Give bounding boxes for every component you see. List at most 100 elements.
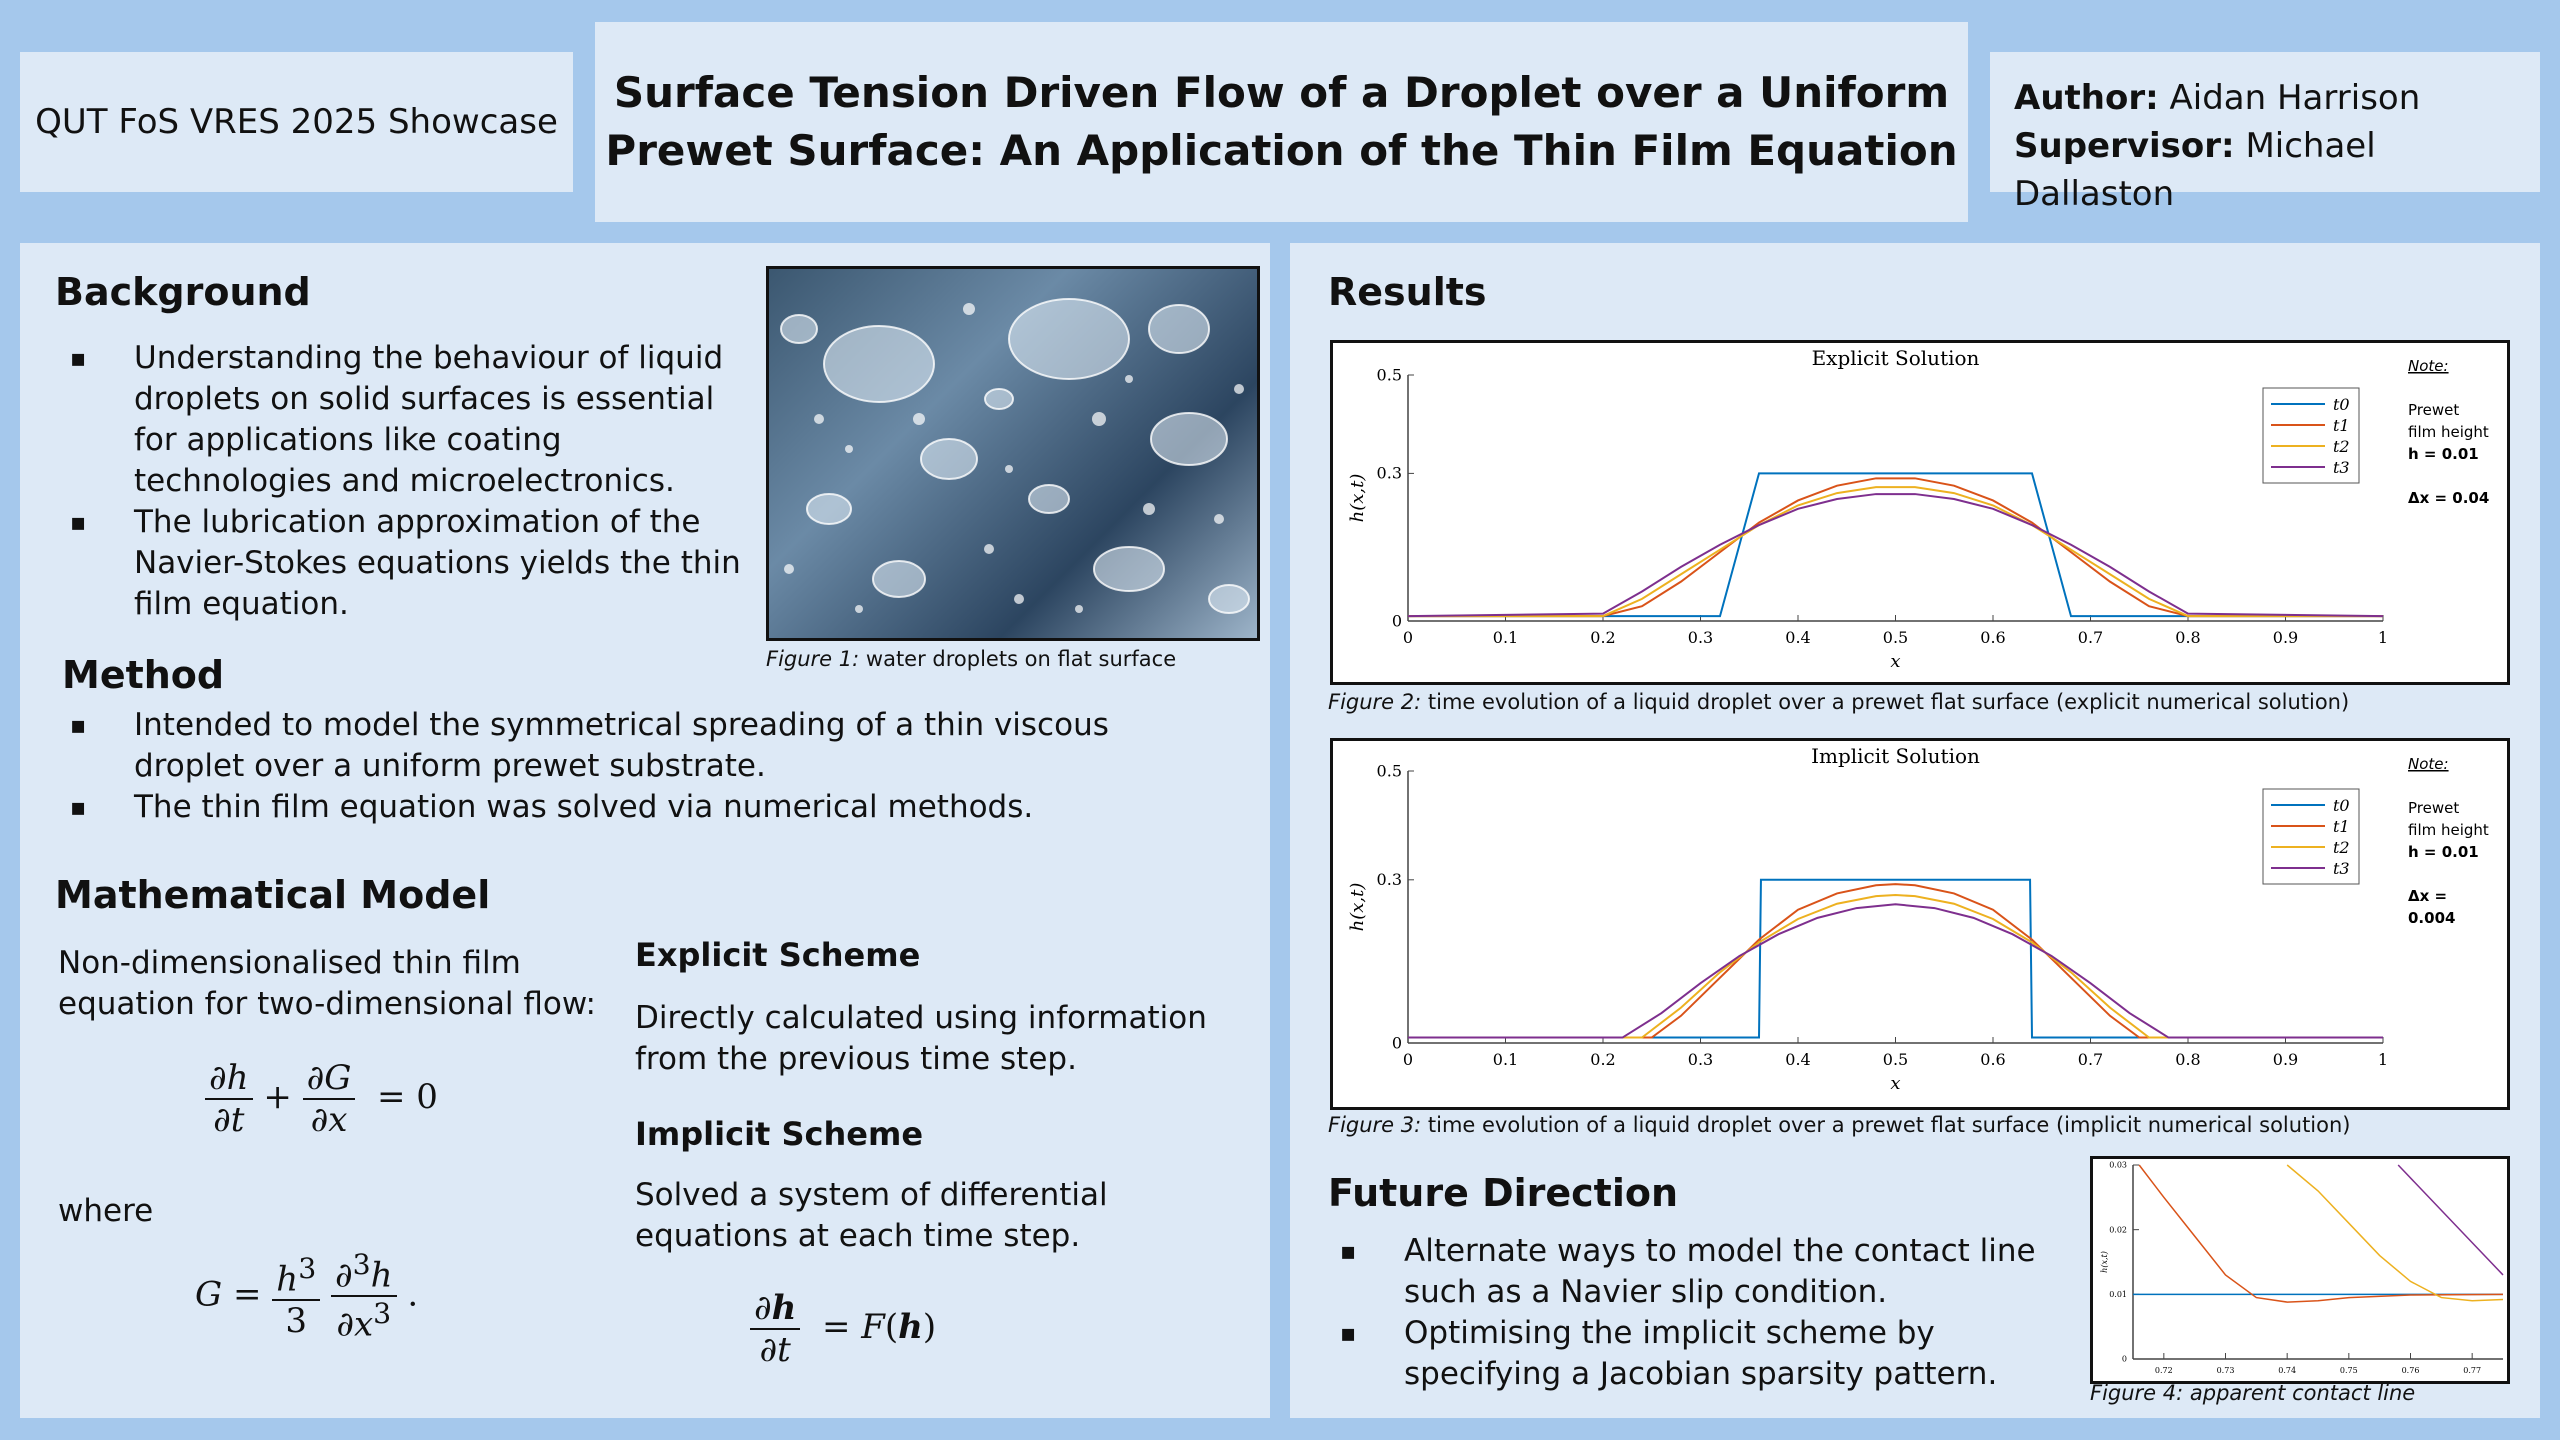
figure-3-label: Figure 3: [1328, 1113, 1422, 1137]
y-tick-label: 0.01 [2109, 1290, 2127, 1299]
method-heading: Method [62, 653, 225, 697]
background-bullet-2: The lubrication approximation of the Nav… [56, 502, 756, 625]
series-line-0 [1408, 472, 2383, 618]
figure-4-text: apparent contact line [2183, 1381, 2416, 1405]
supervisor-label: Supervisor: [2014, 126, 2235, 166]
x-tick-label: 0.77 [2463, 1366, 2481, 1375]
series-line-2 [2286, 1164, 2504, 1302]
legend-label-1: t1 [2333, 416, 2350, 435]
legend-label-0: t0 [2333, 796, 2350, 815]
legend-label-0: t0 [2333, 395, 2350, 414]
note-line-1: film height [2408, 423, 2489, 441]
figure-3-text: time evolution of a liquid droplet over … [1421, 1113, 2351, 1137]
method-bullet-2: The thin film equation was solved via nu… [56, 787, 1206, 828]
thin-film-equation: ∂h ∂t + ∂G ∂x = 0 [205, 1058, 438, 1140]
y-tick-label: 0.02 [2109, 1225, 2127, 1234]
title-line-2: Prewet Surface: An Application of the Th… [605, 126, 1958, 175]
chart-title: Implicit Solution [1811, 744, 1980, 768]
series-line-3 [1408, 903, 2383, 1039]
x-tick-label: 0.3 [1688, 628, 1713, 647]
series-line-0 [1408, 878, 2383, 1039]
explicit-chart: 0 0.1 0.2 0.3 0.4 0.5 0.6 0.7 0.8 0.9 1 0 0.3 0.5 Expl… [1330, 340, 2510, 685]
note-line-4: 0.004 [2408, 909, 2455, 927]
x-tick-label: 0.72 [2155, 1366, 2173, 1375]
method-bullet-1: Intended to model the symmetrical spread… [56, 705, 1206, 787]
note-line-3: Δx = [2408, 887, 2447, 905]
explicit-text: Directly calculated using information fr… [635, 1000, 1207, 1077]
x-tick-label: 0.3 [1688, 1050, 1713, 1069]
y-tick-label: 0.03 [2109, 1161, 2127, 1170]
legend-label-1: t1 [2333, 817, 2350, 836]
series-line-2 [1408, 894, 2383, 1039]
x-tick-label: 0 [1403, 1050, 1413, 1069]
contact-line-chart: 0.72 0.73 0.74 0.75 0.76 0.77 0 0.01 0.02 0.03 h(x… [2090, 1156, 2510, 1384]
left-panel: Background Understanding the behaviour o… [20, 243, 1270, 1418]
note-line-0: Prewet [2408, 799, 2459, 817]
x-tick-label: 0.8 [2175, 1050, 2200, 1069]
note-title: Note: [2408, 755, 2449, 773]
showcase-label: QUT FoS VRES 2025 Showcase [20, 52, 573, 192]
results-heading: Results [1328, 270, 1487, 314]
future-bullet-2: Optimising the implicit scheme by specif… [1326, 1313, 2066, 1395]
explicit-heading: Explicit Scheme [635, 936, 921, 974]
series-line-1 [1408, 477, 2383, 618]
y-tick-label: 0 [1392, 1033, 1402, 1052]
x-tick-label: 0.2 [1590, 1050, 1615, 1069]
note-line-3: Δx = 0.04 [2408, 489, 2489, 507]
right-panel: Results 0 0.1 0.2 0.3 0.4 0.5 0.6 0.7 0.8 0.9 1 0 0.… [1290, 243, 2540, 1418]
author-label: Author: [2014, 78, 2159, 118]
droplets-illustration [780, 298, 1250, 614]
series-line-2 [1408, 486, 2383, 618]
series-line-3 [1407, 493, 2384, 618]
x-tick-label: 0.7 [2078, 628, 2103, 647]
y-tick-label: 0 [1392, 611, 1402, 630]
x-tick-label: 0.4 [1785, 628, 1810, 647]
explicit-chart-svg: 0 0.1 0.2 0.3 0.4 0.5 0.6 0.7 0.8 0.9 1 0 0.3 0.5 Expl… [1347, 346, 2489, 672]
contact-line-chart-svg: 0.72 0.73 0.74 0.75 0.76 0.77 0 0.01 0.02 0.03 h(x… [2100, 1161, 2504, 1375]
figure-2-text: time evolution of a liquid droplet over … [1421, 690, 2350, 714]
supervisor-name: Michael Dallaston [2014, 126, 2376, 214]
y-axis-label: h(x,t) [1347, 883, 1368, 932]
x-tick-label: 0.7 [2078, 1050, 2103, 1069]
author-name: Aidan Harrison [2169, 78, 2421, 118]
legend-label-2: t2 [2333, 437, 2350, 456]
x-tick-label: 0.2 [1590, 628, 1615, 647]
water-droplets-image [766, 266, 1260, 641]
y-axis-label: h(x,t) [2100, 1251, 2109, 1273]
x-tick-label: 1 [2378, 628, 2388, 647]
figure-1-text: water droplets on flat surface [859, 647, 1177, 671]
chart-title: Explicit Solution [1812, 346, 1980, 370]
implicit-text: Solved a system of differential equation… [635, 1177, 1108, 1254]
figure-2-label: Figure 2: [1328, 690, 1422, 714]
x-tick-label: 0.9 [2273, 1050, 2298, 1069]
showcase-text: QUT FoS VRES 2025 Showcase [35, 102, 558, 142]
y-tick-label: 0.5 [1377, 761, 1402, 780]
series-line-1 [1408, 883, 2383, 1039]
x-tick-label: 0.6 [1980, 628, 2005, 647]
figure-4-label: Figure 4: [2090, 1381, 2184, 1405]
future-list: Alternate ways to model the contact line… [1326, 1231, 2066, 1395]
x-tick-label: 0.73 [2217, 1366, 2235, 1375]
future-bullet-1: Alternate ways to model the contact line… [1326, 1231, 2066, 1313]
future-heading: Future Direction [1328, 1171, 1679, 1215]
poster-title: Surface Tension Driven Flow of a Droplet… [595, 22, 1968, 222]
background-bullet-1: Understanding the behaviour of liquid dr… [56, 338, 756, 502]
note-line-2: h = 0.01 [2408, 445, 2479, 463]
y-tick-label: 0.3 [1377, 464, 1402, 483]
x-tick-label: 0.5 [1883, 628, 1908, 647]
series-line-3 [2397, 1164, 2504, 1276]
x-tick-label: 0.1 [1493, 628, 1518, 647]
x-tick-label: 0.4 [1785, 1050, 1810, 1069]
x-tick-label: 0.76 [2402, 1366, 2420, 1375]
title-line-1: Surface Tension Driven Flow of a Droplet… [613, 68, 1950, 117]
note-line-2: h = 0.01 [2408, 843, 2479, 861]
x-tick-label: 0.5 [1883, 1050, 1908, 1069]
y-axis-label: h(x,t) [1347, 474, 1368, 523]
figure-4-caption: Figure 4: apparent contact line [2090, 1381, 2415, 1405]
figure-2-caption: Figure 2: time evolution of a liquid dro… [1328, 690, 2349, 714]
x-tick-label: 1 [2378, 1050, 2388, 1069]
implicit-chart-svg: 0 0.1 0.2 0.3 0.4 0.5 0.6 0.7 0.8 0.9 1 0 0.3 0.5 Impl… [1347, 744, 2489, 1094]
y-tick-label: 0.5 [1377, 365, 1402, 384]
author-box: Author: Aidan Harrison Supervisor: Micha… [1990, 52, 2540, 214]
x-axis-label: x [1890, 651, 1900, 672]
